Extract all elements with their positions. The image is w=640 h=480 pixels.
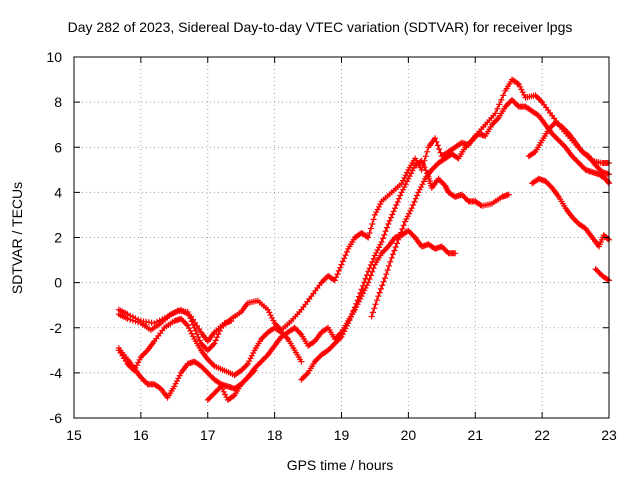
series-trace-track-a: [118, 78, 610, 351]
y-tick-label: 6: [54, 139, 62, 155]
chart-title: Day 282 of 2023, Sidereal Day-to-day VTE…: [68, 19, 573, 35]
y-axis-label: SDTVAR / TECUs: [9, 182, 25, 294]
x-tick-label: 17: [200, 427, 216, 443]
x-tick-label: 21: [467, 427, 483, 443]
x-tick-label: 23: [601, 427, 617, 443]
x-tick-label: 18: [267, 427, 283, 443]
series-markers-track-j: [592, 266, 612, 284]
tick-layer: 15 16 17 18 19 20 21 22 23 -6 -4 -2 0 2 4 6 8 10: [46, 49, 617, 443]
y-tick-label: 2: [54, 230, 62, 246]
series-markers-track-f: [298, 157, 512, 383]
series-markers-track-a: [115, 76, 612, 354]
y-tick-label: 4: [54, 184, 62, 200]
x-tick-label: 15: [66, 427, 82, 443]
y-tick-label: -2: [50, 320, 63, 336]
y-tick-label: 10: [46, 49, 62, 65]
series-markers-track-b: [115, 306, 235, 345]
series-trace-track-e: [207, 230, 456, 401]
y-tick-label: 8: [54, 94, 62, 110]
series-trace-track-g: [371, 99, 610, 318]
series-layer: [115, 76, 612, 403]
x-tick-label: 16: [133, 427, 149, 443]
series-markers-track-h: [525, 119, 612, 178]
series-markers-track-e: [204, 227, 459, 403]
x-tick-label: 22: [534, 427, 550, 443]
y-tick-label: -6: [50, 410, 63, 426]
y-tick-label: -4: [50, 365, 63, 381]
series-markers-track-g: [368, 96, 612, 320]
series-markers-track-i: [529, 175, 612, 250]
x-axis-label: GPS time / hours: [287, 457, 394, 473]
x-tick-label: 20: [401, 427, 417, 443]
x-tick-label: 19: [334, 427, 350, 443]
y-tick-label: 0: [54, 275, 62, 291]
grid-layer: [74, 57, 609, 418]
